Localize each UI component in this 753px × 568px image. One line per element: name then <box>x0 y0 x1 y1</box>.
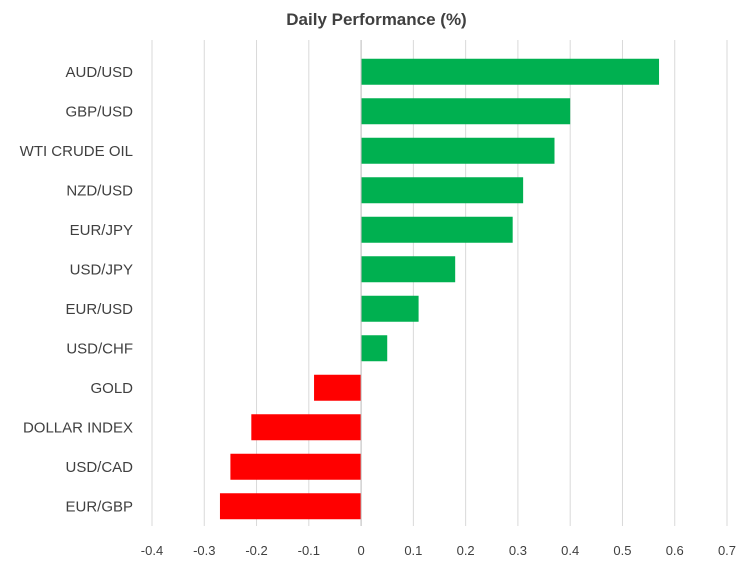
category-label: NZD/USD <box>66 182 133 199</box>
bar <box>361 295 419 322</box>
chart-title: Daily Performance (%) <box>286 10 467 29</box>
x-tick-label: 0.4 <box>561 543 579 558</box>
bar <box>361 216 513 243</box>
x-tick-label: 0.3 <box>509 543 527 558</box>
bar <box>361 98 571 125</box>
bar <box>219 493 362 520</box>
category-label: AUD/USD <box>65 64 133 81</box>
x-tick-label: -0.4 <box>141 543 163 558</box>
category-label: EUR/USD <box>65 301 133 318</box>
x-tick-label: -0.3 <box>193 543 215 558</box>
category-label: USD/CAD <box>65 459 133 476</box>
category-label: GBP/USD <box>65 103 133 120</box>
bar <box>361 335 388 362</box>
x-tick-label: 0 <box>357 543 364 558</box>
category-label: EUR/JPY <box>70 222 133 239</box>
bar <box>361 137 555 164</box>
bar <box>361 58 660 85</box>
x-tick-label: 0.2 <box>457 543 475 558</box>
x-tick-label: -0.1 <box>298 543 320 558</box>
category-label: EUR/GBP <box>65 498 133 515</box>
x-tick-label: 0.7 <box>718 543 736 558</box>
x-tick-label: 0.5 <box>613 543 631 558</box>
category-label: GOLD <box>90 380 133 397</box>
category-label: USD/JPY <box>70 261 133 278</box>
bar <box>230 453 362 480</box>
category-label: DOLLAR INDEX <box>23 419 133 436</box>
bar <box>361 256 456 283</box>
bar <box>361 177 524 204</box>
x-tick-label: 0.1 <box>404 543 422 558</box>
x-tick-label: -0.2 <box>245 543 267 558</box>
bar <box>314 374 362 401</box>
category-label: WTI CRUDE OIL <box>20 143 133 160</box>
x-tick-label: 0.6 <box>666 543 684 558</box>
bar <box>251 414 362 441</box>
category-label: USD/CHF <box>66 340 133 357</box>
